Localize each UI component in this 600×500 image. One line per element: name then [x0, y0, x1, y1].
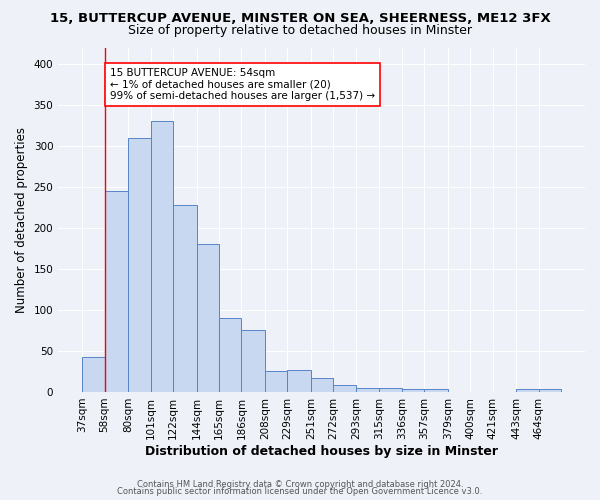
Bar — [151, 122, 173, 392]
Text: Contains HM Land Registry data © Crown copyright and database right 2024.: Contains HM Land Registry data © Crown c… — [137, 480, 463, 489]
Bar — [104, 191, 128, 392]
Bar — [311, 378, 334, 392]
Bar — [197, 244, 219, 392]
Text: Contains public sector information licensed under the Open Government Licence v3: Contains public sector information licen… — [118, 487, 482, 496]
Bar — [173, 205, 197, 392]
Y-axis label: Number of detached properties: Number of detached properties — [15, 126, 28, 312]
Bar — [82, 356, 104, 392]
Text: 15, BUTTERCUP AVENUE, MINSTER ON SEA, SHEERNESS, ME12 3FX: 15, BUTTERCUP AVENUE, MINSTER ON SEA, SH… — [50, 12, 550, 26]
Bar — [516, 388, 539, 392]
Bar — [128, 138, 151, 392]
Bar — [265, 370, 287, 392]
Bar — [219, 318, 241, 392]
Bar — [287, 370, 311, 392]
Bar — [402, 388, 424, 392]
Text: Size of property relative to detached houses in Minster: Size of property relative to detached ho… — [128, 24, 472, 37]
Bar — [334, 386, 356, 392]
Text: 15 BUTTERCUP AVENUE: 54sqm
← 1% of detached houses are smaller (20)
99% of semi-: 15 BUTTERCUP AVENUE: 54sqm ← 1% of detac… — [110, 68, 375, 101]
Bar — [424, 390, 448, 392]
Bar — [539, 390, 561, 392]
Bar — [356, 388, 379, 392]
X-axis label: Distribution of detached houses by size in Minster: Distribution of detached houses by size … — [145, 444, 498, 458]
Bar — [241, 330, 265, 392]
Bar — [379, 388, 402, 392]
